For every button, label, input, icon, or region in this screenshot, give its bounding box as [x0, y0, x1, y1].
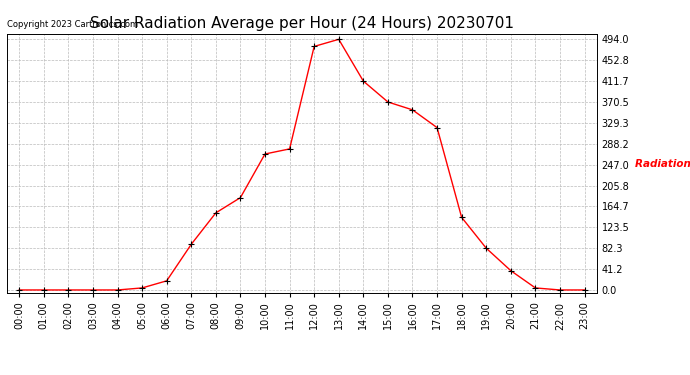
- Title: Solar Radiation Average per Hour (24 Hours) 20230701: Solar Radiation Average per Hour (24 Hou…: [90, 16, 514, 31]
- Text: Copyright 2023 Cartronics.com: Copyright 2023 Cartronics.com: [7, 20, 138, 28]
- Y-axis label: Radiation (W/m2): Radiation (W/m2): [635, 158, 690, 168]
